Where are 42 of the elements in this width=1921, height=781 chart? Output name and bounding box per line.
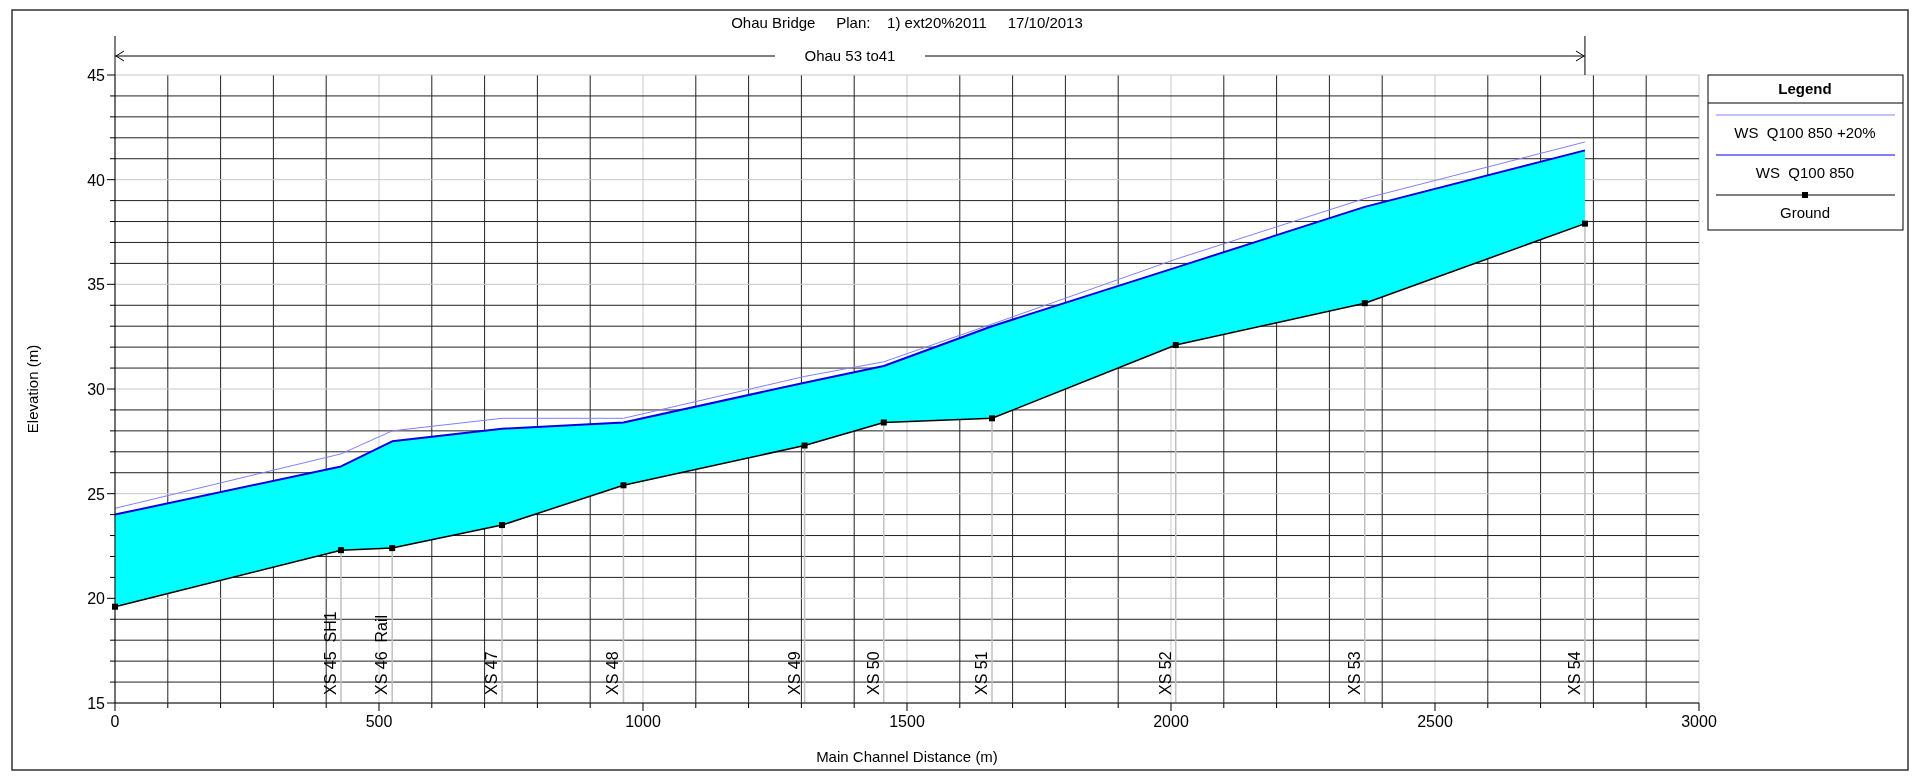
text: WS Q100 850 +20%	[1734, 124, 1876, 141]
chart-title: Ohau Bridge Plan: 1) ext20%2011 17/10/2013	[731, 14, 1083, 31]
annotation: XS 45 SH1	[321, 611, 339, 695]
annotation: XS 48	[604, 651, 622, 695]
x-tick-label: 1000	[625, 713, 661, 730]
y-tick-label: 45	[87, 67, 106, 84]
legend-label: Ground	[1779, 204, 1831, 221]
x-tick-label: 2000	[1153, 713, 1189, 730]
annotation: XS 49	[785, 651, 803, 695]
annotation: XS 50	[864, 651, 882, 695]
legend-title: Legend	[1778, 80, 1832, 97]
annotation: XS 53	[1345, 651, 1363, 695]
y-tick-label: 25	[87, 485, 106, 503]
x-tick-label: 2500	[1417, 713, 1453, 730]
point	[801, 442, 808, 449]
y-tick-label: 30	[87, 381, 106, 398]
point	[989, 415, 996, 422]
x-tick-label: 0	[110, 713, 120, 730]
x-tick-label: 3000	[1681, 713, 1717, 730]
point	[389, 545, 396, 552]
annotation: XS 46 Rail	[373, 614, 391, 695]
y-tick-label: 20	[87, 590, 106, 608]
point	[1581, 220, 1588, 227]
point	[1172, 342, 1179, 349]
y-tick-label: 15	[87, 695, 106, 712]
point	[1361, 300, 1368, 307]
point	[620, 482, 627, 489]
y-tick-label: 35	[87, 276, 106, 294]
point	[337, 547, 344, 554]
annotation: XS 47	[483, 651, 501, 695]
y-axis-title: Elevation (m)	[24, 344, 41, 434]
text: Ohau 53 to41	[804, 47, 896, 64]
x-tick-label: 1500	[889, 713, 925, 730]
point	[880, 419, 887, 426]
annotation: XS 52	[1156, 651, 1174, 695]
x-axis-title: Main Channel Distance (m)	[816, 748, 998, 765]
annotation: XS 54	[1565, 651, 1583, 695]
x-tick-label: 500	[365, 713, 393, 730]
annotation: XS 51	[973, 651, 991, 695]
point	[499, 522, 506, 529]
text: WS Q100 850	[1755, 164, 1855, 181]
y-tick-label: 40	[87, 171, 106, 189]
